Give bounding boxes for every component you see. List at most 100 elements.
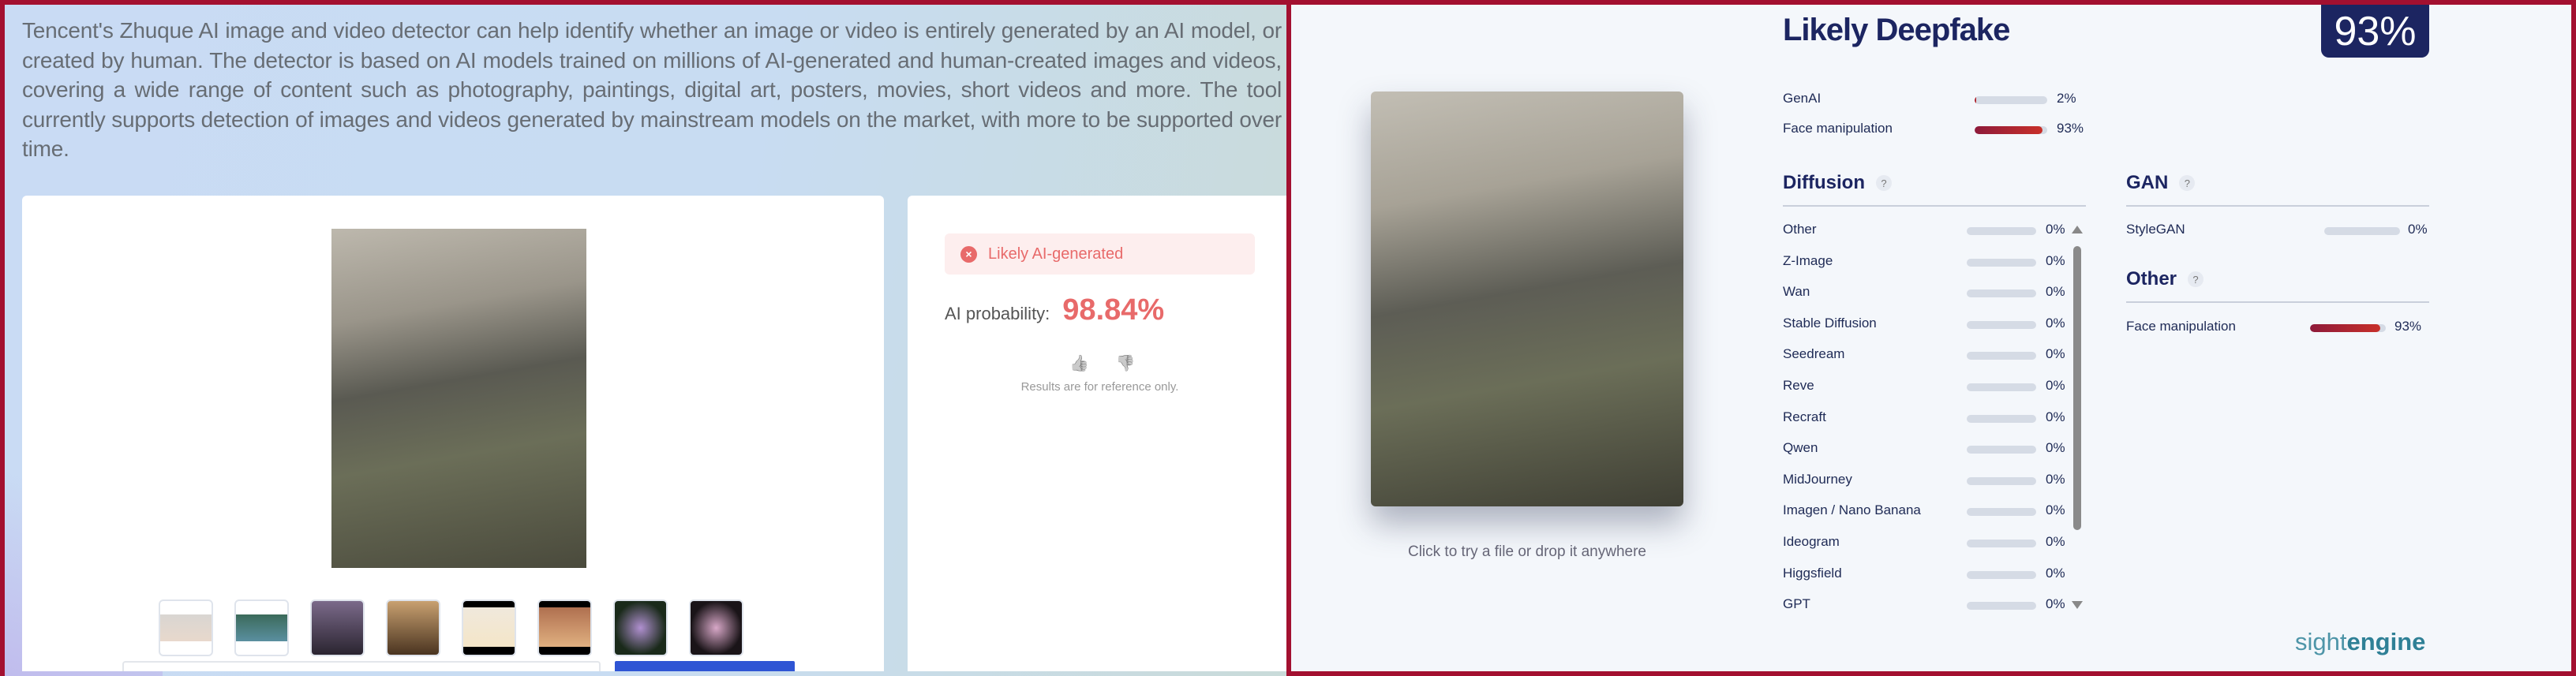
score-bar-fill (1975, 96, 1976, 104)
sample-thumbnails (159, 599, 743, 656)
score-row: Qwen 0% (1783, 440, 2099, 459)
score-row: Face manipulation 93% (2126, 319, 2442, 338)
help-icon[interactable]: ? (1875, 175, 1892, 191)
score-bar-fill (2310, 324, 2381, 332)
scroll-thumb[interactable] (2073, 246, 2081, 530)
row-label: Ideogram (1783, 534, 1840, 549)
alert-text: Likely AI-generated (988, 245, 1124, 263)
score-bar (1967, 258, 2036, 267)
score-bar-fill (1975, 126, 2042, 134)
score-row: Higgsfield 0% (1783, 566, 2099, 584)
sample-thumbnail[interactable] (689, 599, 743, 656)
sample-thumbnail[interactable] (310, 599, 365, 656)
divider (2126, 301, 2429, 303)
score-bar (1975, 96, 2047, 104)
scroll-down-icon[interactable] (2072, 601, 2083, 609)
verdict-title: Likely Deepfake (1783, 13, 2010, 47)
row-label: Face manipulation (2126, 319, 2236, 334)
error-circle-icon: × (960, 245, 977, 263)
row-label: GenAI (1783, 91, 1822, 106)
score-bar (1967, 352, 2036, 360)
score-bar (1967, 540, 2036, 547)
sample-thumbnail[interactable] (386, 599, 440, 656)
section-heading: GAN? (2126, 172, 2196, 194)
divider (2126, 205, 2429, 207)
score-bar (1967, 570, 2036, 579)
sample-thumbnail[interactable] (613, 599, 668, 656)
thumbs-down-icon[interactable]: 👎 (1115, 355, 1136, 372)
row-value: 0% (2046, 252, 2065, 268)
section-title: Other (2126, 268, 2177, 289)
score-bar (2324, 227, 2400, 235)
result-card: × Likely AI-generated AI probability: 98… (908, 196, 1286, 671)
detect-button[interactable] (615, 661, 795, 671)
row-value: 93% (2057, 121, 2084, 136)
zhuque-panel: Tencent's Zhuque AI image and video dete… (5, 5, 1286, 676)
thumbs-up-icon[interactable]: 👍 (1069, 355, 1089, 372)
url-input[interactable] (122, 661, 601, 671)
score-row: Seedream 0% (1783, 346, 2099, 365)
help-icon[interactable]: ? (2188, 271, 2204, 287)
sample-thumbnail[interactable] (462, 599, 516, 656)
logo-light: sight (2295, 628, 2347, 655)
row-value: 0% (2046, 378, 2065, 393)
score-row: GPT 0% (1783, 596, 2099, 615)
row-value: 2% (2057, 91, 2076, 106)
score-bar (1967, 476, 2036, 485)
analyzed-image[interactable] (1371, 92, 1683, 506)
score-bar (1967, 414, 2036, 423)
reference-note: Results are for reference only. (1020, 380, 1179, 394)
intro-text: Tencent's Zhuque AI image and video dete… (22, 18, 1282, 161)
score-row: Stable Diffusion 0% (1783, 316, 2099, 334)
row-label: Other (1783, 222, 1817, 237)
sightengine-panel: Click to try a file or drop it anywhere … (1291, 5, 2571, 671)
row-label: StyleGAN (2126, 222, 2185, 237)
score-row: Other 0% (1783, 222, 2099, 241)
row-label: Face manipulation (1783, 121, 1893, 136)
scrollbar[interactable] (2070, 222, 2084, 609)
probability-label: AI probability: (945, 304, 1050, 323)
row-value: 0% (2046, 565, 2065, 581)
score-bar (1967, 602, 2036, 611)
row-value: 0% (2046, 222, 2065, 237)
row-value: 93% (2394, 319, 2422, 334)
section-title: Diffusion (1783, 172, 1865, 193)
row-value: 0% (2046, 596, 2065, 612)
upload-card (22, 196, 884, 671)
score-row: Wan 0% (1783, 284, 2099, 303)
row-label: Wan (1783, 284, 1810, 300)
section-heading: Diffusion? (1783, 172, 1892, 194)
score-bar (1967, 289, 2036, 298)
row-value: 0% (2046, 315, 2065, 331)
row-label: Imagen / Nano Banana (1783, 502, 1921, 518)
score-bar (1967, 383, 2036, 391)
feedback: 👍 👎 (1069, 353, 1136, 373)
sample-thumbnail[interactable] (159, 599, 213, 656)
row-value: 0% (2046, 346, 2065, 362)
row-label: MidJourney (1783, 471, 1852, 487)
row-label: GPT (1783, 596, 1810, 612)
row-value: 0% (2046, 502, 2065, 518)
upload-caption[interactable]: Click to try a file or drop it anywhere (1407, 543, 1646, 560)
row-value: 0% (2046, 409, 2065, 424)
row-label: Stable Diffusion (1783, 315, 1877, 331)
scroll-up-icon[interactable] (2072, 226, 2083, 233)
row-value: 0% (2046, 471, 2065, 487)
score-row: Imagen / Nano Banana 0% (1783, 502, 2099, 521)
help-icon[interactable]: ? (2179, 175, 2196, 191)
section-heading: Other? (2126, 268, 2204, 290)
row-value: 0% (2046, 284, 2065, 300)
row-value: 0% (2046, 534, 2065, 549)
section-title: GAN (2126, 172, 2169, 193)
row-label: Qwen (1783, 440, 1818, 456)
sample-thumbnail[interactable] (234, 599, 289, 656)
probability-value: 98.84% (1062, 293, 1165, 327)
score-row: Face manipulation 93% (1783, 121, 2099, 140)
score-bar (1967, 227, 2036, 235)
score-bar (1975, 126, 2047, 134)
divider (1783, 205, 2086, 207)
score-row: GenAI 2% (1783, 91, 2099, 110)
sample-thumbnail[interactable] (537, 599, 592, 656)
row-label: Seedream (1783, 346, 1845, 362)
score-row: StyleGAN 0% (2126, 222, 2442, 241)
